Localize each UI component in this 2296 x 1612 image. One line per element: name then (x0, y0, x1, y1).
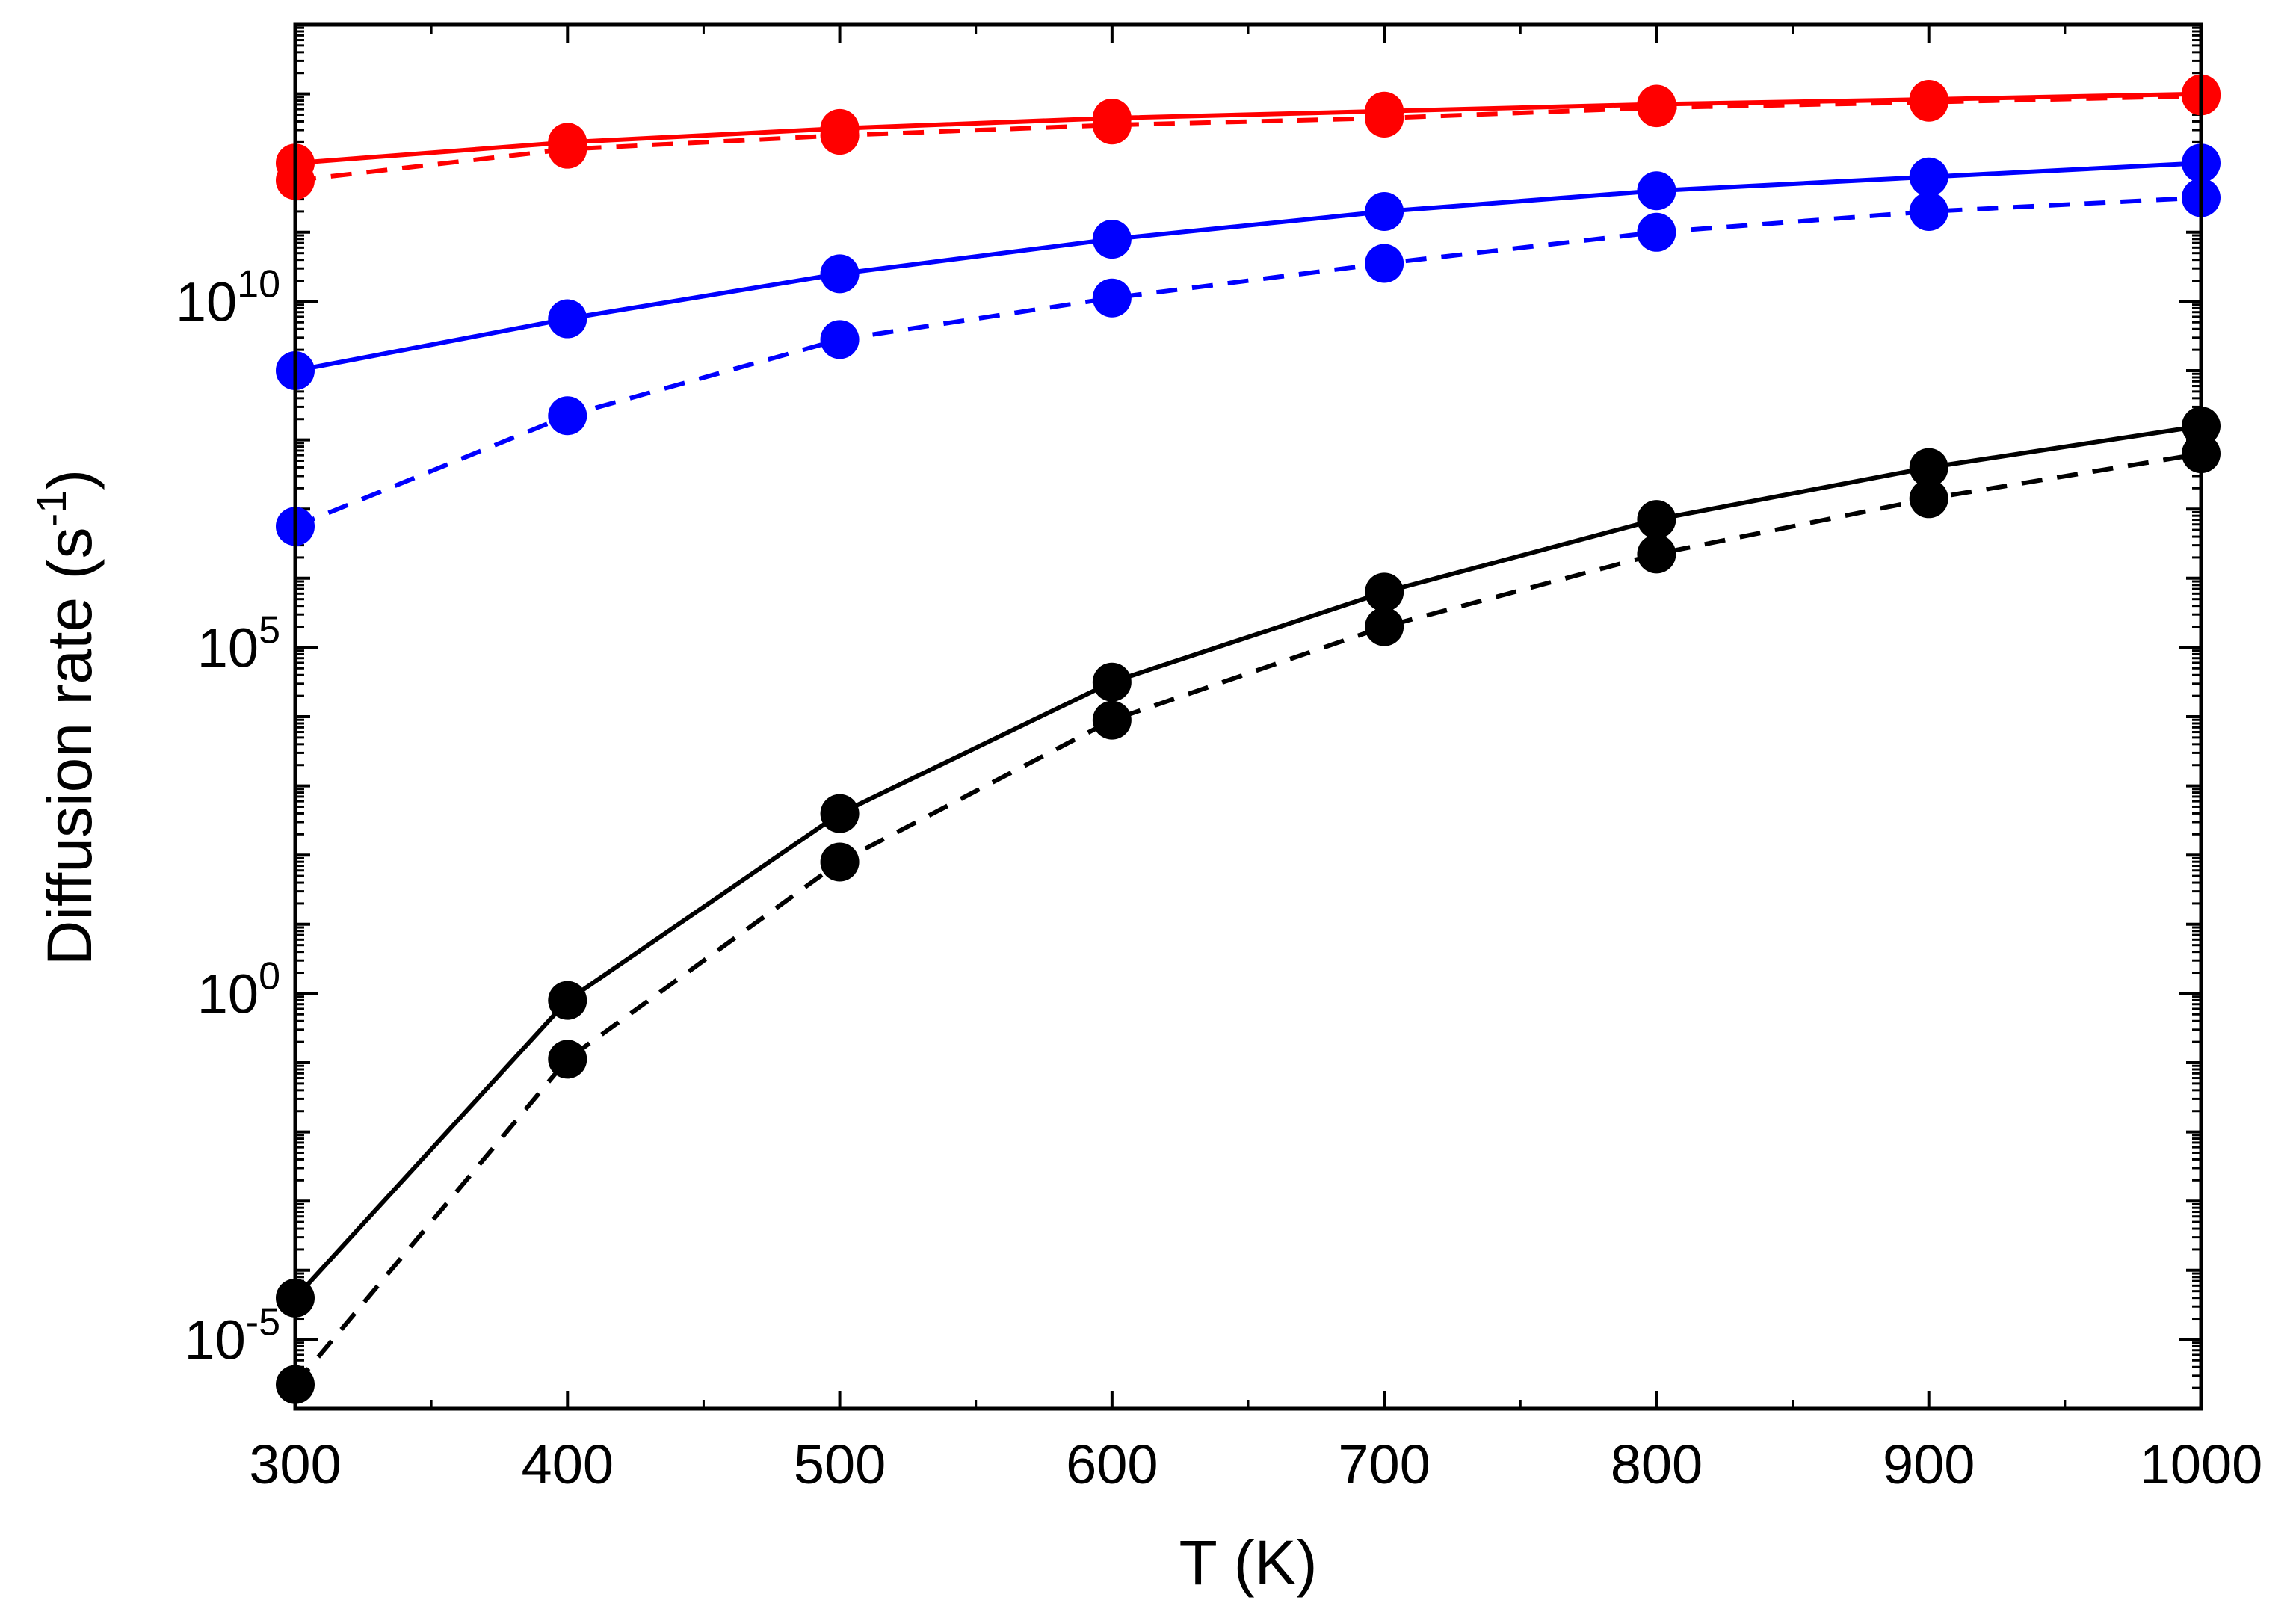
data-point-black-solid (1637, 500, 1676, 540)
y-axis-label-exponent: -1 (28, 490, 75, 528)
y-tick-label-exponent: -5 (246, 1300, 280, 1344)
x-tick-label: 500 (794, 1433, 886, 1495)
series-line-blue-solid (294, 161, 2202, 373)
y-axis-label-suffix: ) (34, 469, 105, 490)
series-line-red-solid (294, 91, 2202, 166)
x-tick-labels: 300 400 500 600 700 800 900 1000 (249, 1433, 2262, 1495)
data-point-blue-dashed (1909, 192, 1948, 232)
y-tick-label: 100 (197, 954, 280, 1025)
data-point-black-dashed (1365, 607, 1404, 646)
data-point-black-dashed (1637, 534, 1676, 574)
y-tick-label-exponent: 5 (259, 608, 280, 652)
series-line-black-dashed (293, 451, 2202, 1386)
data-point-black-dashed (1092, 700, 1132, 740)
data-point-blue-solid (1092, 220, 1132, 259)
data-point-black-solid (1365, 572, 1404, 612)
data-point-blue-solid (1637, 171, 1676, 211)
data-point-red-dashed (1909, 82, 1948, 122)
y-tick-label-base: 10 (176, 271, 237, 333)
data-point-blue-solid (820, 254, 860, 294)
data-point-red-dashed (1365, 99, 1404, 138)
series-lines (293, 91, 2202, 1386)
data-point-blue-solid (1909, 157, 1948, 197)
x-tick-label: 400 (522, 1433, 614, 1495)
data-point-blue-dashed (1092, 278, 1132, 318)
data-point-red-dashed (1092, 105, 1132, 145)
y-tick-label-exponent: 10 (237, 262, 280, 306)
plot-frame (293, 22, 2203, 1411)
data-point-blue-dashed (548, 396, 587, 436)
y-axis-label: Diffusion rate (s-1) (28, 469, 105, 966)
data-point-black-solid (1909, 448, 1948, 487)
x-tick-label: 900 (1883, 1433, 1975, 1495)
series-markers (276, 74, 2221, 1404)
data-point-blue-dashed (1637, 212, 1676, 252)
y-tick-label-exponent: 0 (259, 954, 280, 998)
y-tick-label: 1010 (176, 262, 280, 333)
y-tick-label-base: 10 (184, 1309, 245, 1371)
x-tick-label: 600 (1066, 1433, 1158, 1495)
data-point-red-dashed (548, 129, 587, 169)
y-tick-label: 10-5 (184, 1300, 280, 1371)
data-point-blue-solid (1365, 192, 1404, 232)
y-axis-label-main: Diffusion rate (s (34, 528, 105, 966)
data-point-blue-dashed (1365, 244, 1404, 283)
x-tick-label: 1000 (2140, 1433, 2263, 1495)
data-point-black-solid (548, 981, 587, 1020)
y-tick-label-base: 10 (197, 963, 259, 1025)
data-point-red-dashed (1637, 88, 1676, 128)
series-line-blue-dashed (294, 195, 2202, 529)
x-tick-label: 300 (249, 1433, 341, 1495)
series-line-black-solid (293, 424, 2202, 1300)
y-tick-label: 105 (197, 608, 280, 679)
x-axis-label: T (K) (1179, 1528, 1317, 1598)
series-line-red-dashed (294, 93, 2202, 183)
data-point-blue-solid (548, 299, 587, 339)
data-point-black-solid (820, 794, 860, 833)
data-point-red-dashed (820, 116, 860, 155)
axis-ticks (294, 25, 2203, 1410)
x-tick-label: 800 (1611, 1433, 1703, 1495)
data-point-blue-dashed (820, 320, 860, 359)
data-point-black-dashed (820, 842, 860, 882)
data-point-black-solid (1092, 662, 1132, 702)
y-tick-label-base: 10 (197, 617, 259, 679)
x-tick-label: 700 (1338, 1433, 1430, 1495)
data-point-black-dashed (548, 1040, 587, 1079)
data-point-black-dashed (1909, 479, 1948, 519)
